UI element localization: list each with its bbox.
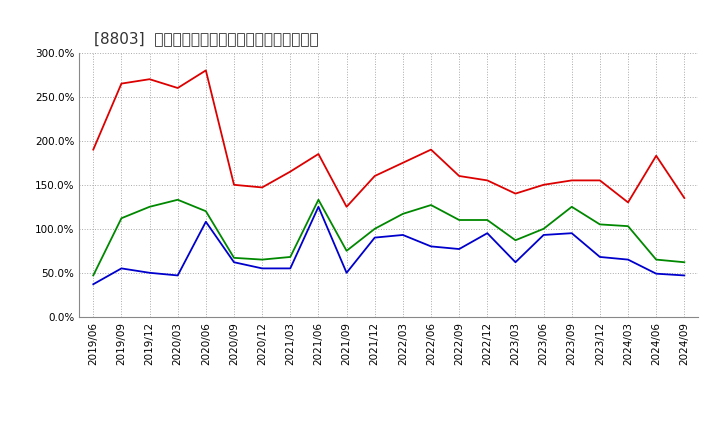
現預金比率	[258, 266, 266, 271]
当座比率	[511, 238, 520, 243]
現預金比率	[427, 244, 436, 249]
現預金比率	[652, 271, 660, 276]
当座比率	[483, 217, 492, 223]
当座比率	[230, 255, 238, 260]
当座比率	[595, 222, 604, 227]
現預金比率	[567, 231, 576, 236]
当座比率	[399, 211, 408, 216]
当座比率	[89, 273, 98, 278]
Line: 流動比率: 流動比率	[94, 70, 684, 207]
当座比率	[567, 204, 576, 209]
現預金比率	[370, 235, 379, 240]
流動比率	[624, 200, 632, 205]
流動比率	[202, 68, 210, 73]
現預金比率	[117, 266, 126, 271]
当座比率	[455, 217, 464, 223]
流動比率	[427, 147, 436, 152]
流動比率	[652, 153, 660, 158]
現預金比率	[455, 246, 464, 252]
Line: 現預金比率: 現預金比率	[94, 207, 684, 284]
当座比率	[258, 257, 266, 262]
流動比率	[258, 185, 266, 190]
当座比率	[314, 197, 323, 202]
現預金比率	[174, 273, 182, 278]
流動比率	[483, 178, 492, 183]
現預金比率	[539, 232, 548, 238]
当座比率	[652, 257, 660, 262]
現預金比率	[680, 273, 688, 278]
流動比率	[455, 173, 464, 179]
当座比率	[427, 202, 436, 208]
現預金比率	[230, 260, 238, 265]
現預金比率	[145, 270, 154, 275]
現預金比率	[342, 270, 351, 275]
当座比率	[202, 209, 210, 214]
流動比率	[680, 195, 688, 201]
流動比率	[230, 182, 238, 187]
現預金比率	[595, 254, 604, 260]
流動比率	[286, 169, 294, 174]
当座比率	[370, 226, 379, 231]
流動比率	[370, 173, 379, 179]
当座比率	[539, 226, 548, 231]
現預金比率	[314, 204, 323, 209]
Line: 当座比率: 当座比率	[94, 200, 684, 275]
当座比率	[624, 224, 632, 229]
流動比率	[342, 204, 351, 209]
Legend: 流動比率, 当座比率, 現預金比率: 流動比率, 当座比率, 現預金比率	[242, 434, 536, 440]
当座比率	[145, 204, 154, 209]
Text: [8803]  流動比率、当座比率、現預金比率の推移: [8803] 流動比率、当座比率、現預金比率の推移	[94, 31, 318, 46]
現預金比率	[399, 232, 408, 238]
流動比率	[595, 178, 604, 183]
流動比率	[399, 160, 408, 165]
現預金比率	[511, 260, 520, 265]
当座比率	[174, 197, 182, 202]
流動比率	[511, 191, 520, 196]
現預金比率	[202, 219, 210, 224]
現預金比率	[624, 257, 632, 262]
当座比率	[286, 254, 294, 260]
現預金比率	[286, 266, 294, 271]
流動比率	[539, 182, 548, 187]
当座比率	[117, 216, 126, 221]
現預金比率	[483, 231, 492, 236]
当座比率	[680, 260, 688, 265]
流動比率	[145, 77, 154, 82]
流動比率	[89, 147, 98, 152]
流動比率	[117, 81, 126, 86]
流動比率	[567, 178, 576, 183]
当座比率	[342, 248, 351, 253]
現預金比率	[89, 282, 98, 287]
流動比率	[174, 85, 182, 91]
流動比率	[314, 151, 323, 157]
